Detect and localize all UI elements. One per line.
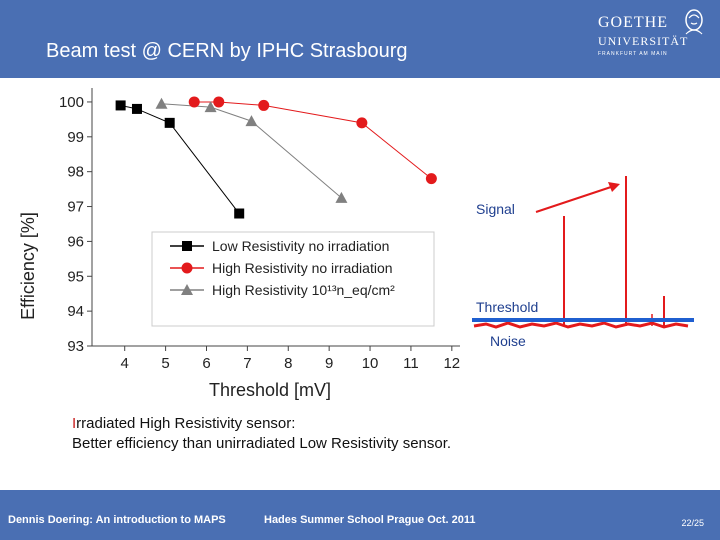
logo-line3: FRANKFURT AM MAIN (598, 51, 668, 57)
y-axis-label: Efficiency [%] (18, 212, 38, 320)
efficiency-chart: 4 5 6 7 8 9 10 11 12 93 94 95 96 97 98 99 100 Low Resist… (18, 88, 460, 400)
signal-arrow (535, 185, 615, 213)
legend-label: Low Resistivity no irradiation (212, 238, 389, 254)
data-point (115, 100, 126, 111)
data-point (164, 117, 175, 128)
x-tick-label: 5 (161, 355, 169, 372)
noise-baseline (473, 321, 689, 329)
chart-legend (151, 231, 435, 327)
legend-label: High Resistivity no irradiation (212, 260, 393, 276)
x-tick-label: 10 (362, 355, 379, 372)
logo-line1: GOETHE (598, 14, 668, 31)
conclusion-note: Irradiated High Resistivity sensor: Bett… (72, 414, 451, 454)
goethe-portrait-icon (685, 9, 703, 35)
threshold-label: Threshold (476, 299, 538, 315)
legend-label: High Resistivity 10¹³n_eq/cm² (212, 282, 395, 298)
x-axis-label: Threshold [mV] (209, 380, 331, 400)
data-point (245, 115, 258, 127)
data-point (155, 97, 168, 109)
noise-label: Noise (490, 333, 526, 349)
x-tick-label: 7 (243, 355, 251, 372)
logo-line2: UNIVERSITÄT (598, 34, 689, 48)
note-line2: Better efficiency than unirradiated Low … (72, 435, 452, 452)
data-point (188, 96, 200, 108)
university-logo: GOETHE UNIVERSITÄT FRANKFURT AM MAIN (598, 4, 706, 70)
data-point (213, 96, 225, 108)
note-line1: rradiated High Resistivity sensor: (76, 415, 296, 432)
x-tick-label: 9 (325, 355, 333, 372)
data-point (258, 99, 270, 111)
slide-title: Beam test @ CERN by IPHC Strasbourg (46, 40, 408, 62)
x-tick-label: 4 (121, 355, 129, 372)
data-point (425, 173, 437, 185)
data-point (356, 117, 368, 129)
x-tick-label: 8 (284, 355, 292, 372)
x-tick-label: 6 (202, 355, 210, 372)
y-tick-label: 98 (67, 164, 84, 181)
signal-label: Signal (476, 201, 515, 217)
footer-event: Hades Summer School Prague Oct. 2011 (264, 514, 476, 526)
x-tick-label: 11 (403, 355, 419, 372)
legend-marker (181, 262, 193, 274)
legend-marker (181, 284, 193, 295)
y-tick-label: 100 (59, 94, 84, 111)
y-tick-label: 97 (67, 199, 84, 216)
data-point (234, 208, 245, 219)
slide-footer: Dennis Doering: An introduction to MAPS … (0, 490, 720, 540)
legend-marker (182, 241, 192, 251)
data-point (335, 191, 348, 203)
page-number: 22/25 (681, 518, 704, 528)
y-tick-label: 96 (67, 233, 84, 250)
data-point (131, 103, 142, 114)
footer-author: Dennis Doering: An introduction to MAPS (8, 514, 226, 526)
series-line (161, 103, 342, 199)
y-tick-label: 99 (67, 129, 84, 146)
x-tick-label: 12 (443, 355, 460, 372)
series-line (120, 104, 240, 214)
y-tick-label: 93 (67, 338, 84, 355)
arrow-head-icon (608, 182, 620, 192)
note-initial: I (72, 415, 77, 432)
signal-inset-diagram: Signal Threshold Noise (472, 176, 694, 349)
y-tick-label: 94 (67, 303, 84, 320)
slide-header: Beam test @ CERN by IPHC Strasbourg GOET… (0, 0, 720, 78)
data-point (204, 101, 217, 113)
y-tick-label: 95 (67, 268, 84, 285)
